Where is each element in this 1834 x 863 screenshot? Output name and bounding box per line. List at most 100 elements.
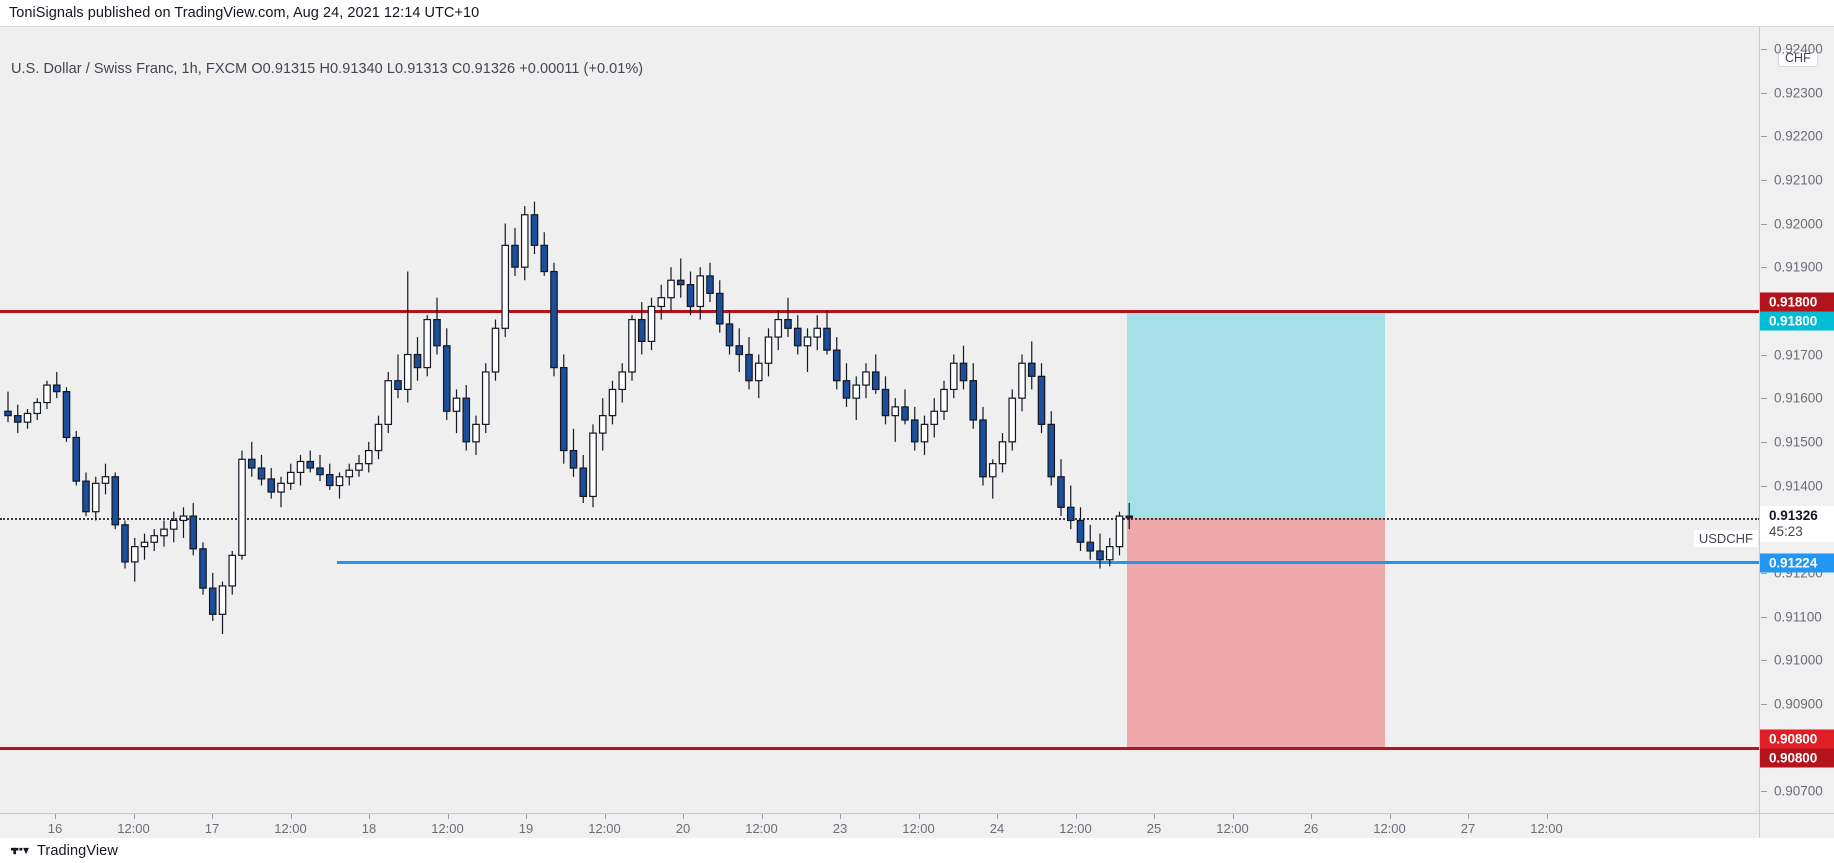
- candle-body: [43, 384, 51, 404]
- time-tick-label: 12:00: [431, 821, 464, 836]
- last-price-box[interactable]: 0.91326 45:23: [1760, 505, 1834, 542]
- candle-body: [364, 449, 373, 465]
- resistance-price-badge[interactable]: 0.91800: [1760, 292, 1834, 312]
- candle-body: [72, 436, 81, 482]
- support-line[interactable]: [337, 561, 1760, 565]
- candle-body: [520, 214, 529, 268]
- candle-body: [618, 371, 627, 391]
- candle-body: [491, 327, 500, 373]
- candle-body: [823, 327, 831, 351]
- candle-body: [910, 419, 919, 443]
- candle-body: [82, 480, 90, 513]
- candle-body: [676, 279, 685, 286]
- candle-body: [550, 270, 558, 369]
- time-tick-label: 12:00: [588, 821, 621, 836]
- candle-body: [1027, 362, 1036, 377]
- candle-body: [501, 244, 510, 329]
- candle-body: [23, 412, 32, 423]
- candle-body: [160, 528, 168, 537]
- legend-symbol[interactable]: U.S. Dollar / Swiss Franc, 1h, FXCM: [11, 61, 248, 77]
- time-tick-label: 12:00: [745, 821, 778, 836]
- price-tick-label: 0.90900: [1774, 696, 1823, 712]
- price-tick-label: 0.92000: [1774, 216, 1823, 231]
- time-tick-label: 12:00: [1530, 821, 1563, 836]
- candle-body: [959, 362, 968, 382]
- price-tick-label: 0.92200: [1774, 128, 1823, 144]
- bar-countdown: 45:23: [1769, 523, 1803, 539]
- candle-body: [247, 458, 256, 469]
- price-tick-mark: [1761, 441, 1767, 443]
- candle-body: [793, 327, 802, 347]
- candle-body: [1115, 515, 1124, 548]
- candle-body: [891, 406, 900, 417]
- publisher-text: ToniSignals published on TradingView.com…: [9, 5, 480, 21]
- candle-body: [169, 519, 178, 530]
- price-tick-mark: [1761, 660, 1767, 662]
- tradingview-logo-icon: [11, 847, 29, 855]
- candle-body: [988, 463, 997, 478]
- candle-body: [1105, 546, 1114, 561]
- candle-body: [579, 467, 588, 498]
- candle-body: [686, 284, 695, 308]
- candle-body: [764, 336, 773, 364]
- candle-body: [228, 554, 237, 587]
- time-tick-label: 12:00: [1216, 821, 1249, 836]
- candle-body: [403, 353, 412, 391]
- time-tick-label: 12:00: [1059, 821, 1092, 836]
- time-tick-mark: [369, 814, 370, 819]
- stop-zone-price-badge[interactable]: 0.90800: [1760, 748, 1834, 767]
- candle-body: [754, 362, 763, 382]
- price-axis[interactable]: CHF 0.92400 0.92300 0.92200 0.92100 0.92000 0…: [1760, 27, 1834, 813]
- candle-body: [111, 476, 120, 526]
- time-tick-mark: [55, 814, 56, 819]
- candle-body: [715, 292, 724, 325]
- candle-body: [179, 515, 188, 522]
- price-tick-mark: [1761, 485, 1767, 487]
- candle-body: [647, 305, 656, 343]
- resistance-line[interactable]: [0, 309, 1760, 313]
- time-tick-mark: [447, 814, 449, 819]
- price-tick-mark: [1761, 179, 1767, 181]
- time-tick-label: 20: [675, 821, 691, 836]
- candle-body: [472, 423, 480, 443]
- time-tick-mark: [761, 814, 763, 819]
- candle-body: [1047, 423, 1056, 478]
- candle-body: [530, 214, 539, 246]
- time-tick-mark: [1311, 814, 1312, 819]
- price-tick-mark: [1761, 48, 1767, 50]
- candle-body: [413, 353, 422, 369]
- candlestick-series: [4, 201, 1134, 634]
- candle-body: [725, 323, 734, 347]
- price-tick-mark: [1761, 572, 1767, 574]
- candle-body: [1057, 476, 1065, 508]
- legend-change: +0.00011 (+0.01%): [519, 61, 644, 77]
- price-tick-mark: [1761, 354, 1767, 356]
- time-tick-label: 27: [1460, 821, 1476, 836]
- candle-body: [540, 244, 549, 273]
- candle-body: [940, 388, 948, 412]
- candle-body: [589, 432, 597, 498]
- candle-body: [140, 541, 149, 548]
- candle-body: [774, 318, 783, 338]
- stop-loss-zone: [1127, 517, 1385, 748]
- candle-body: [813, 327, 822, 338]
- time-tick-mark: [212, 814, 213, 819]
- publisher-bar: ToniSignals published on TradingView.com…: [0, 0, 1834, 26]
- candle-body: [481, 371, 490, 425]
- take-profit-price-badge[interactable]: 0.91800: [1760, 311, 1834, 331]
- chart-plot-pane[interactable]: [0, 27, 1760, 813]
- candle-body: [832, 349, 841, 382]
- support-price-badge[interactable]: 0.91224: [1760, 553, 1834, 573]
- candle-body: [559, 367, 568, 452]
- time-tick-mark: [1468, 814, 1469, 819]
- time-tick-label: 18: [361, 821, 377, 836]
- take-profit-zone: [1127, 310, 1385, 518]
- candle-body: [1008, 397, 1017, 443]
- stop-price-badge[interactable]: 0.90800: [1760, 729, 1834, 748]
- stop-loss-line[interactable]: [0, 746, 1760, 750]
- price-tick-label: 0.92300: [1774, 85, 1823, 100]
- time-axis[interactable]: 16 12:00 17 12:00 18 12:00 19 12:00 20 12:00 23 12:…: [0, 813, 1834, 839]
- candle-body: [696, 275, 705, 308]
- candle-body: [628, 318, 636, 373]
- time-tick-mark: [1154, 814, 1155, 819]
